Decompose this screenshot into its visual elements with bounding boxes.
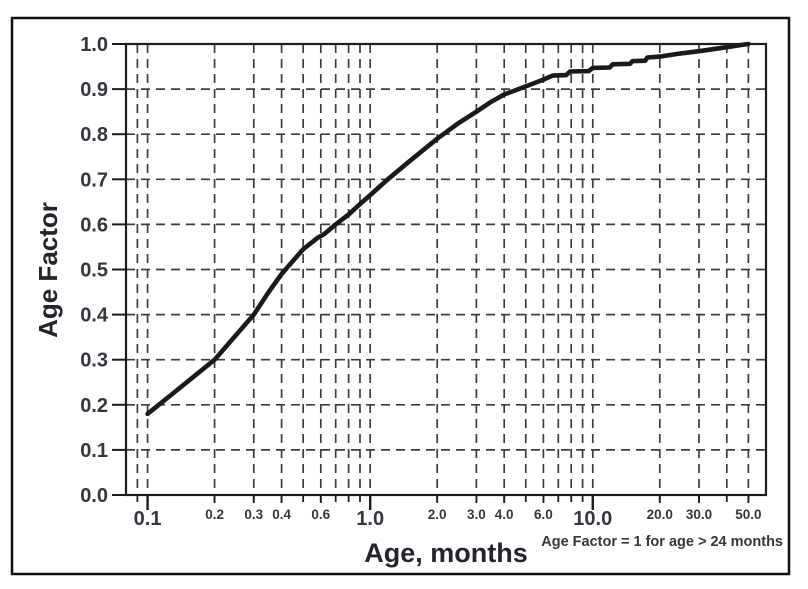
y-gridlines bbox=[126, 88, 766, 451]
x-tick-label: 1.0 bbox=[356, 508, 384, 530]
y-tick-label: 0.9 bbox=[80, 79, 108, 101]
y-tick-label: 0.1 bbox=[80, 440, 108, 462]
y-tick-label: 0.6 bbox=[80, 214, 108, 236]
y-axis-title: Age Factor bbox=[33, 202, 63, 338]
figure-border bbox=[10, 16, 791, 576]
x-tick-label: 0.1 bbox=[134, 508, 162, 530]
y-tick-label: 0.7 bbox=[80, 169, 108, 191]
x-tick-label: 0.2 bbox=[205, 507, 224, 522]
y-tick-label: 0.2 bbox=[80, 395, 108, 417]
y-tick-label: 0.5 bbox=[80, 260, 108, 282]
x-axis-title: Age, months bbox=[364, 538, 528, 568]
x-tick-label: 0.6 bbox=[311, 507, 330, 522]
x-tick-label: 6.0 bbox=[534, 507, 553, 522]
x-tick-label: 2.0 bbox=[428, 507, 447, 522]
age-factor-curve bbox=[145, 41, 751, 417]
y-tick-label: 0.3 bbox=[80, 350, 108, 372]
x-tick-label: 20.0 bbox=[647, 507, 673, 522]
x-tick-label: 50.0 bbox=[735, 507, 761, 522]
annotation-note: Age Factor = 1 for age > 24 months bbox=[541, 534, 783, 550]
x-tick-label: 0.3 bbox=[244, 507, 263, 522]
x-tick-label: 10.0 bbox=[573, 508, 612, 530]
x-tick-label: 3.0 bbox=[467, 507, 486, 522]
y-axis-ticks bbox=[112, 43, 126, 496]
y-tick-label: 0.8 bbox=[80, 124, 108, 146]
y-tick-labels: 0.0 0.1 0.2 0.3 0.4 0.5 0.6 0.7 0.8 0.9 1.0 bbox=[80, 34, 109, 507]
x-axis-ticks bbox=[136, 495, 750, 510]
x-tick-label: 4.0 bbox=[495, 507, 514, 522]
y-tick-label: 0.0 bbox=[80, 485, 108, 507]
x-tick-label: 0.4 bbox=[272, 507, 291, 522]
x-tick-labels: 0.1 0.2 0.3 0.4 0.6 1.0 2.0 3.0 4.0 6.0 10.0 20.0 30… bbox=[134, 507, 762, 530]
y-tick-label: 0.4 bbox=[80, 305, 109, 327]
x-tick-label: 30.0 bbox=[686, 507, 712, 522]
y-tick-label: 1.0 bbox=[80, 34, 108, 56]
